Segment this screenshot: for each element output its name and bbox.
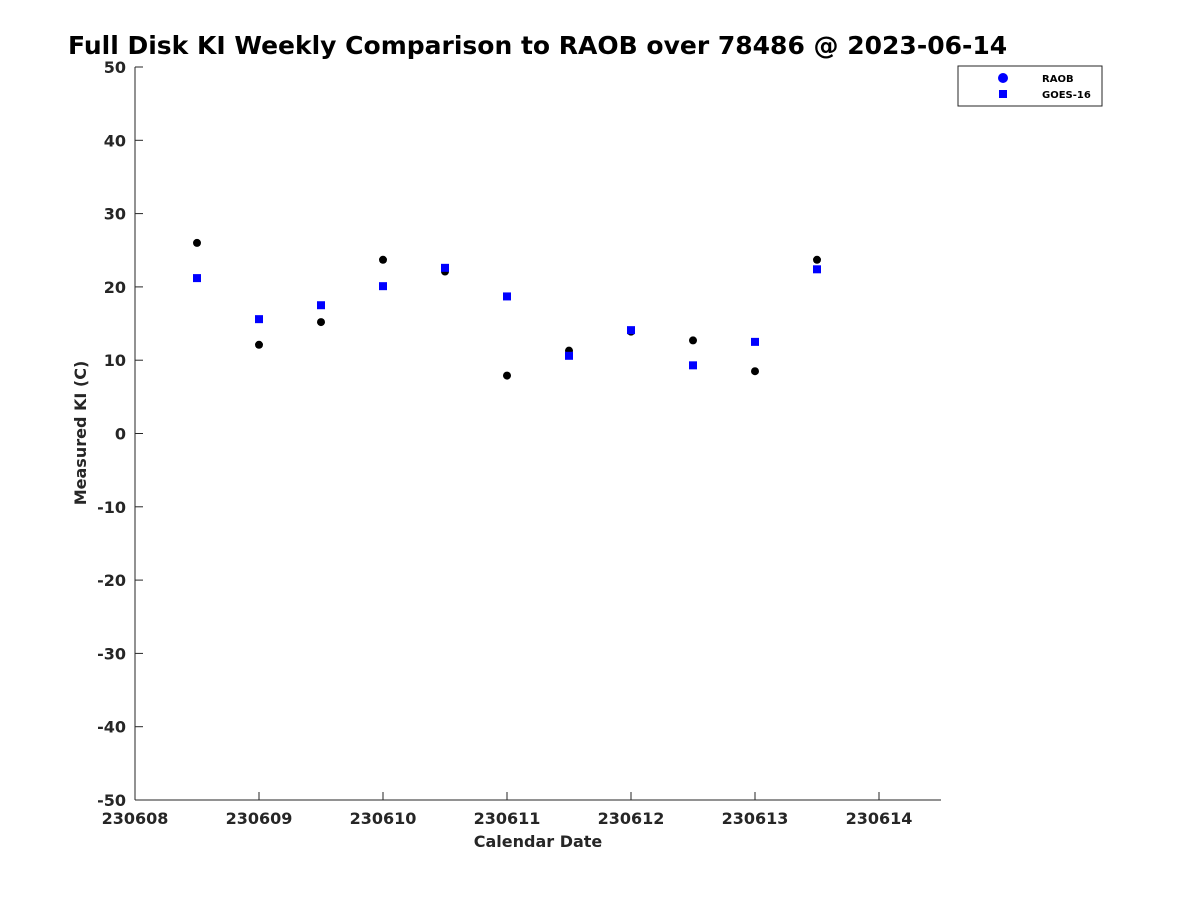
- x-ticks: 230608 230609 230610 230611 230612 230613 2306…: [102, 792, 913, 828]
- y-tick-label: -10: [97, 498, 126, 517]
- data-points: [193, 238, 821, 380]
- y-tick-label: 10: [104, 351, 126, 370]
- goes16-point: [751, 337, 759, 346]
- raob-point: [379, 255, 387, 264]
- y-tick-label: 0: [115, 425, 126, 444]
- legend: RAOB GOES-16: [957, 65, 1103, 107]
- y-tick-label: 40: [104, 131, 126, 150]
- y-axis-label: Measured KI (C): [71, 361, 90, 506]
- y-ticks: 50 40 30 20 10 0 -10 -20 -30 -40 -50: [97, 58, 143, 810]
- goes16-point: [503, 292, 511, 301]
- y-tick-label: -30: [97, 644, 126, 663]
- raob-point: [813, 255, 821, 264]
- x-tick-label: 230614: [846, 809, 913, 828]
- goes16-point: [441, 263, 449, 272]
- x-axis-label: Calendar Date: [474, 832, 603, 851]
- x-tick-label: 230611: [474, 809, 541, 828]
- legend-goes16-marker: [999, 90, 1007, 98]
- x-tick-label: 230613: [722, 809, 789, 828]
- legend-box: [957, 65, 1103, 107]
- legend-label: GOES-16: [1042, 90, 1091, 101]
- raob-point: [193, 238, 201, 247]
- raob-point: [255, 340, 263, 349]
- goes16-point: [193, 274, 201, 283]
- goes16-point: [689, 361, 697, 370]
- legend-label: RAOB: [1042, 74, 1074, 85]
- y-tick-label: -40: [97, 718, 126, 737]
- goes16-point: [379, 282, 387, 291]
- raob-point: [689, 336, 697, 345]
- goes16-point: [255, 315, 263, 324]
- y-tick-label: 20: [104, 278, 126, 297]
- y-tick-label: 30: [104, 205, 126, 224]
- axes: [134, 67, 941, 801]
- goes16-point: [565, 351, 573, 360]
- y-tick-label: -50: [97, 791, 126, 810]
- goes16-point: [627, 326, 635, 335]
- raob-point: [317, 318, 325, 327]
- y-tick-label: -20: [97, 571, 126, 590]
- raob-point: [751, 367, 759, 376]
- x-tick-label: 230610: [350, 809, 417, 828]
- chart-title: Full Disk KI Weekly Comparison to RAOB o…: [68, 31, 1007, 60]
- x-tick-label: 230612: [598, 809, 665, 828]
- y-tick-label: 50: [104, 58, 126, 77]
- x-tick-label: 230608: [102, 809, 169, 828]
- goes16-point: [317, 301, 325, 310]
- raob-point: [503, 371, 511, 380]
- x-tick-label: 230609: [226, 809, 293, 828]
- goes16-point: [813, 265, 821, 274]
- legend-raob-marker: [998, 73, 1008, 83]
